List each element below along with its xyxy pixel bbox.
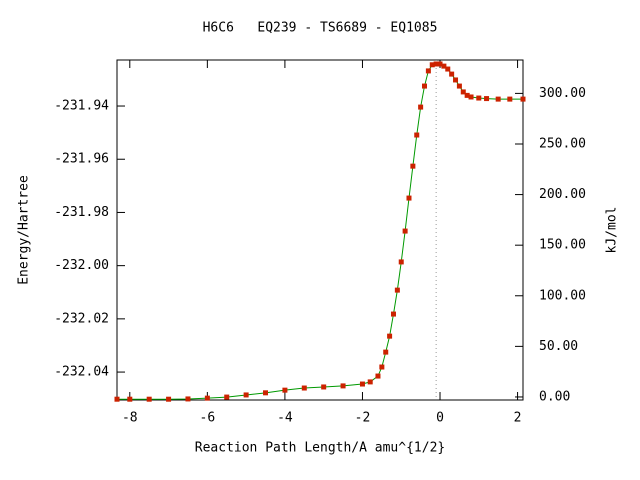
y-axis-label: Energy/Hartree xyxy=(17,175,32,285)
point-marker xyxy=(414,132,420,138)
point-marker xyxy=(398,259,404,265)
point-marker xyxy=(127,396,133,402)
point-marker xyxy=(367,379,373,385)
y2-tick-label: 100.00 xyxy=(539,288,586,303)
point-marker xyxy=(422,83,428,89)
point-marker xyxy=(449,71,455,77)
point-marker xyxy=(390,311,396,317)
point-marker xyxy=(394,287,400,293)
point-marker xyxy=(460,89,466,95)
point-marker xyxy=(282,387,288,393)
y2-tick-label: 250.00 xyxy=(539,136,586,151)
point-marker xyxy=(495,96,501,102)
point-marker xyxy=(321,384,327,390)
point-marker xyxy=(243,392,249,398)
x-tick-label: -4 xyxy=(277,411,293,426)
y-tick-label: -232.00 xyxy=(54,258,109,273)
point-marker xyxy=(464,92,470,98)
y2-axis-label: kJ/mol xyxy=(605,207,620,254)
point-marker xyxy=(301,385,307,391)
point-marker xyxy=(146,396,152,402)
point-marker xyxy=(402,228,408,234)
point-marker xyxy=(166,396,172,402)
y2-tick-label: 50.00 xyxy=(539,339,578,354)
x-tick-label: -8 xyxy=(122,411,138,426)
point-marker xyxy=(379,364,385,370)
y2-tick-label: 200.00 xyxy=(539,187,586,202)
y-tick-label: -232.04 xyxy=(54,365,109,380)
point-marker xyxy=(410,163,416,169)
point-marker xyxy=(433,61,439,67)
y2-tick-label: 150.00 xyxy=(539,238,586,253)
point-marker xyxy=(445,66,451,72)
plot-frame xyxy=(116,59,524,401)
y2-tick-label: 300.00 xyxy=(539,86,586,101)
point-marker xyxy=(418,104,424,110)
point-marker xyxy=(476,95,482,101)
point-marker xyxy=(484,96,490,102)
point-marker xyxy=(359,381,365,387)
y-tick-label: -231.94 xyxy=(54,99,109,114)
point-marker xyxy=(387,333,393,339)
point-marker xyxy=(468,94,474,100)
point-marker xyxy=(375,373,381,379)
x-tick-label: 0 xyxy=(436,411,444,426)
point-marker xyxy=(456,83,462,89)
point-marker xyxy=(204,395,210,401)
point-marker xyxy=(224,394,230,400)
point-marker xyxy=(263,390,269,396)
point-marker xyxy=(425,68,431,74)
point-marker xyxy=(340,383,346,389)
point-marker xyxy=(185,396,191,402)
point-marker xyxy=(437,61,443,67)
x-tick-label: -6 xyxy=(200,411,216,426)
point-marker xyxy=(429,62,435,68)
x-tick-label: 2 xyxy=(514,411,522,426)
point-marker xyxy=(507,96,513,102)
x-axis-label: Reaction Path Length/A amu^{1/2} xyxy=(195,441,445,456)
point-marker xyxy=(406,195,412,201)
chart-title: H6C6 EQ239 - TS6689 - EQ1085 xyxy=(203,21,438,36)
point-marker xyxy=(453,77,459,83)
y2-tick-label: 0.00 xyxy=(539,389,570,404)
y-tick-label: -231.96 xyxy=(54,152,109,167)
point-marker xyxy=(520,96,526,102)
point-marker xyxy=(114,396,120,402)
point-marker xyxy=(383,349,389,355)
x-tick-label: -2 xyxy=(355,411,371,426)
y-tick-label: -231.98 xyxy=(54,205,109,220)
point-marker xyxy=(441,63,447,69)
y-tick-label: -232.02 xyxy=(54,311,109,326)
series-line xyxy=(117,63,523,400)
